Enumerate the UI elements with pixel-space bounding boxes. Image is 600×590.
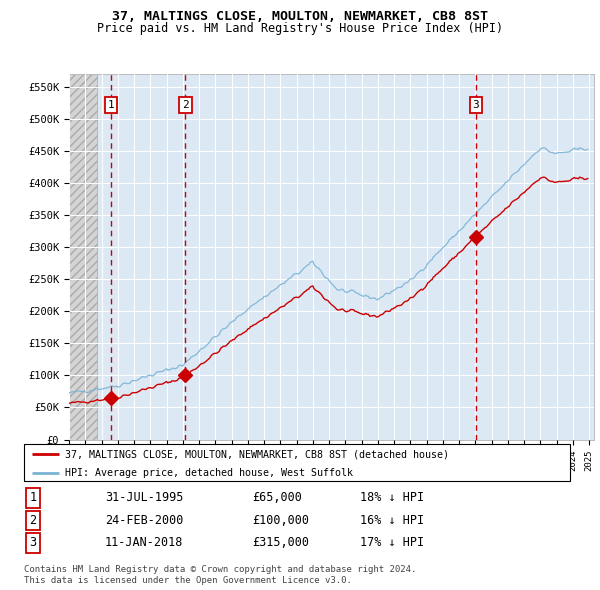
Text: 17% ↓ HPI: 17% ↓ HPI	[360, 536, 424, 549]
Text: 18% ↓ HPI: 18% ↓ HPI	[360, 491, 424, 504]
Text: 2: 2	[182, 100, 189, 110]
Text: 1: 1	[107, 100, 115, 110]
Text: £100,000: £100,000	[252, 514, 309, 527]
Text: 1: 1	[29, 491, 37, 504]
Text: 31-JUL-1995: 31-JUL-1995	[105, 491, 184, 504]
Text: 11-JAN-2018: 11-JAN-2018	[105, 536, 184, 549]
Text: Price paid vs. HM Land Registry's House Price Index (HPI): Price paid vs. HM Land Registry's House …	[97, 22, 503, 35]
Text: 24-FEB-2000: 24-FEB-2000	[105, 514, 184, 527]
Text: HPI: Average price, detached house, West Suffolk: HPI: Average price, detached house, West…	[65, 468, 353, 478]
Bar	[69, 74, 97, 440]
Text: £65,000: £65,000	[252, 491, 302, 504]
Text: 3: 3	[473, 100, 479, 110]
FancyBboxPatch shape	[24, 444, 570, 481]
Text: 2: 2	[29, 514, 37, 527]
Text: 37, MALTINGS CLOSE, MOULTON, NEWMARKET, CB8 8ST: 37, MALTINGS CLOSE, MOULTON, NEWMARKET, …	[112, 10, 488, 23]
Text: £315,000: £315,000	[252, 536, 309, 549]
Text: 37, MALTINGS CLOSE, MOULTON, NEWMARKET, CB8 8ST (detached house): 37, MALTINGS CLOSE, MOULTON, NEWMARKET, …	[65, 449, 449, 459]
Text: 3: 3	[29, 536, 37, 549]
Text: 16% ↓ HPI: 16% ↓ HPI	[360, 514, 424, 527]
Text: Contains HM Land Registry data © Crown copyright and database right 2024.
This d: Contains HM Land Registry data © Crown c…	[24, 565, 416, 585]
